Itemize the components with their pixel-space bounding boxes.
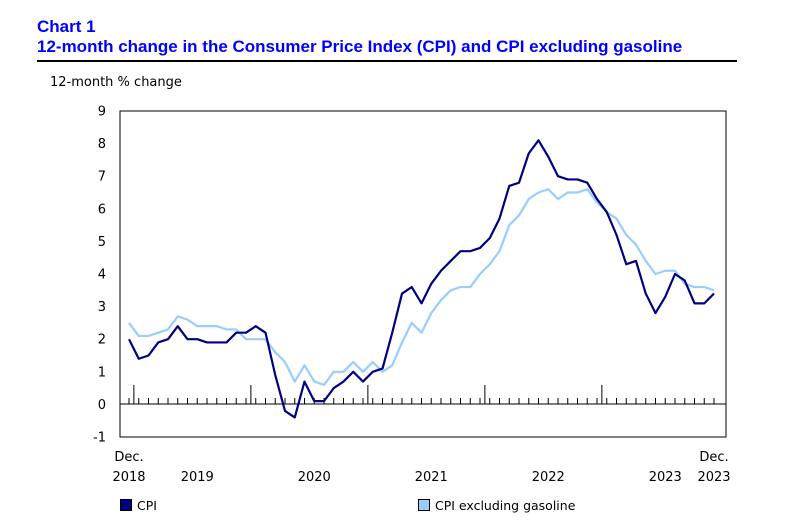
x-tick-label: 2018: [112, 470, 145, 485]
x-tick-label: 2021: [415, 470, 448, 485]
x-tick-label-line1: Dec.: [699, 450, 728, 465]
x-tick-label-line1: Dec.: [114, 450, 143, 465]
y-tick-label: 5: [98, 235, 106, 250]
x-axis-labels: Dec. 2018 2019 2020 2021 2022 2023 Dec. 2023: [112, 450, 730, 485]
y-tick-label: 1: [98, 365, 106, 380]
cpi-line-chart: 12-month % change -1 0 1 2 3 4 5 6 7 8 9 Dec. 2018 2…: [50, 75, 731, 485]
y-tick-label: 4: [98, 268, 106, 283]
legend-label-cpi-excluding-gasoline: CPI excluding gasoline: [435, 497, 576, 513]
x-tick-label: 2020: [298, 470, 331, 485]
y-tick-label: 7: [98, 170, 106, 185]
y-tick-label: -1: [93, 431, 106, 446]
x-axis-ticks: [120, 385, 726, 405]
series-line-cpi-excluding-gasoline: [128, 188, 715, 386]
y-tick-label: 2: [98, 333, 106, 348]
x-tick-label: 2019: [181, 470, 214, 485]
y-tick-label: 3: [98, 300, 106, 315]
title-divider: [37, 60, 737, 62]
y-axis-title: 12-month % change: [50, 75, 182, 90]
legend-label-cpi: CPI: [137, 497, 157, 513]
chart-number: Chart 1: [37, 17, 96, 36]
x-tick-label: 2022: [532, 470, 565, 485]
y-tick-label: 8: [98, 137, 106, 152]
y-tick-label: 6: [98, 202, 106, 217]
legend-swatch-cpi: [120, 499, 132, 511]
y-tick-label: 0: [98, 398, 106, 413]
series-layer: [128, 139, 715, 419]
series-line-cpi: [128, 139, 715, 419]
x-tick-label: 2023: [649, 470, 682, 485]
x-tick-label: 2023: [697, 470, 730, 485]
y-tick-label: 9: [98, 105, 106, 120]
legend-swatch-cpi-excluding-gasoline: [418, 499, 430, 511]
legend-item-cpi: CPI: [120, 497, 157, 513]
plot-frame: [119, 110, 727, 438]
y-axis-ticks: -1 0 1 2 3 4 5 6 7 8 9: [93, 105, 106, 446]
chart-title: 12-month change in the Consumer Price In…: [37, 37, 683, 56]
legend-item-cpi-excluding-gasoline: CPI excluding gasoline: [418, 497, 575, 513]
